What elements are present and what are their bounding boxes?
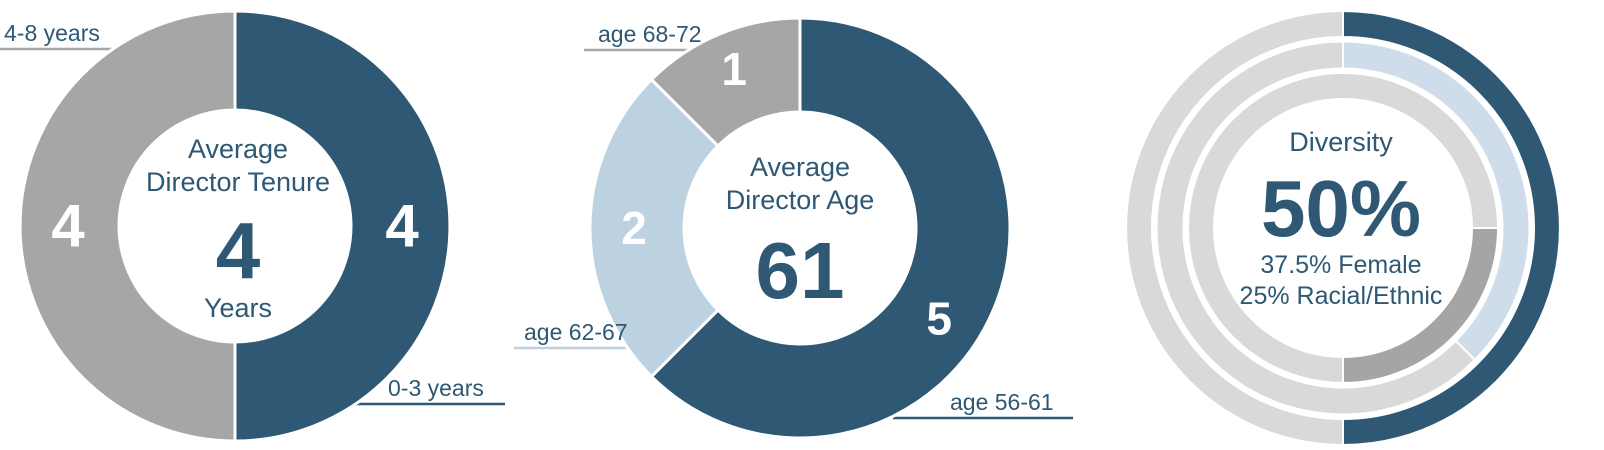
- callout-label-4-8-years: 4-8 years: [4, 20, 100, 46]
- donut-segment-age-56-61: [650, 16, 1012, 440]
- diversity-title: Diversity: [1289, 127, 1393, 157]
- callout-label-age-56-61: age 56-61: [950, 389, 1054, 415]
- tenure-unit-label: Years: [204, 293, 272, 323]
- tenure-center-text: Average Director Tenure 4 Years: [146, 134, 330, 323]
- segment-count-label-age-62-67: 2: [621, 202, 647, 254]
- ring-track-female: [1155, 40, 1476, 416]
- age-donut: 5 2 1: [588, 16, 1012, 440]
- tenure-value: 4: [216, 206, 261, 295]
- age-title-line1: Average: [750, 152, 850, 182]
- donut-segment-0-3-years: [233, 9, 452, 443]
- age-value: 61: [756, 226, 845, 315]
- callout-label-age-68-72: age 68-72: [598, 21, 702, 47]
- donut-segment-4-8-years: [18, 9, 237, 443]
- ring-segment-racial-ethnic: [1342, 227, 1499, 384]
- diversity-center-text: Diversity 50% 37.5% Female 25% Racial/Et…: [1240, 127, 1443, 310]
- callout-label-0-3-years: 0-3 years: [388, 375, 484, 401]
- callout-labels: 4-8 years 0-3 years age 68-72 age 62-67 …: [4, 20, 1054, 415]
- diversity-value: 50%: [1261, 164, 1421, 253]
- tenure-donut: 44: [18, 9, 452, 443]
- diversity-racial-stat: 25% Racial/Ethnic: [1240, 282, 1443, 310]
- age-title-line2: Director Age: [726, 185, 875, 215]
- donut-segment-age-62-67: [588, 78, 720, 378]
- tenure-title-line2: Director Tenure: [146, 167, 330, 197]
- callout-label-age-62-67: age 62-67: [524, 319, 628, 345]
- ring-segment-diversity-total: [1342, 10, 1561, 446]
- segment-count-label-age-56-61: 5: [926, 292, 952, 344]
- segment-count-label-0-3-years: 4: [385, 193, 419, 260]
- ring-segment-female: [1342, 40, 1531, 361]
- diversity-concentric-rings: [1125, 10, 1561, 446]
- age-center-text: Average Director Age 61: [726, 152, 875, 315]
- segment-count-label-age-68-72: 1: [721, 43, 747, 95]
- diversity-female-stat: 37.5% Female: [1260, 251, 1421, 279]
- segment-count-label-4-8-years: 4: [51, 193, 85, 260]
- tenure-title-line1: Average: [188, 134, 288, 164]
- donut-segment-age-68-72: [650, 16, 802, 148]
- ring-track-racial-ethnic: [1187, 72, 1499, 384]
